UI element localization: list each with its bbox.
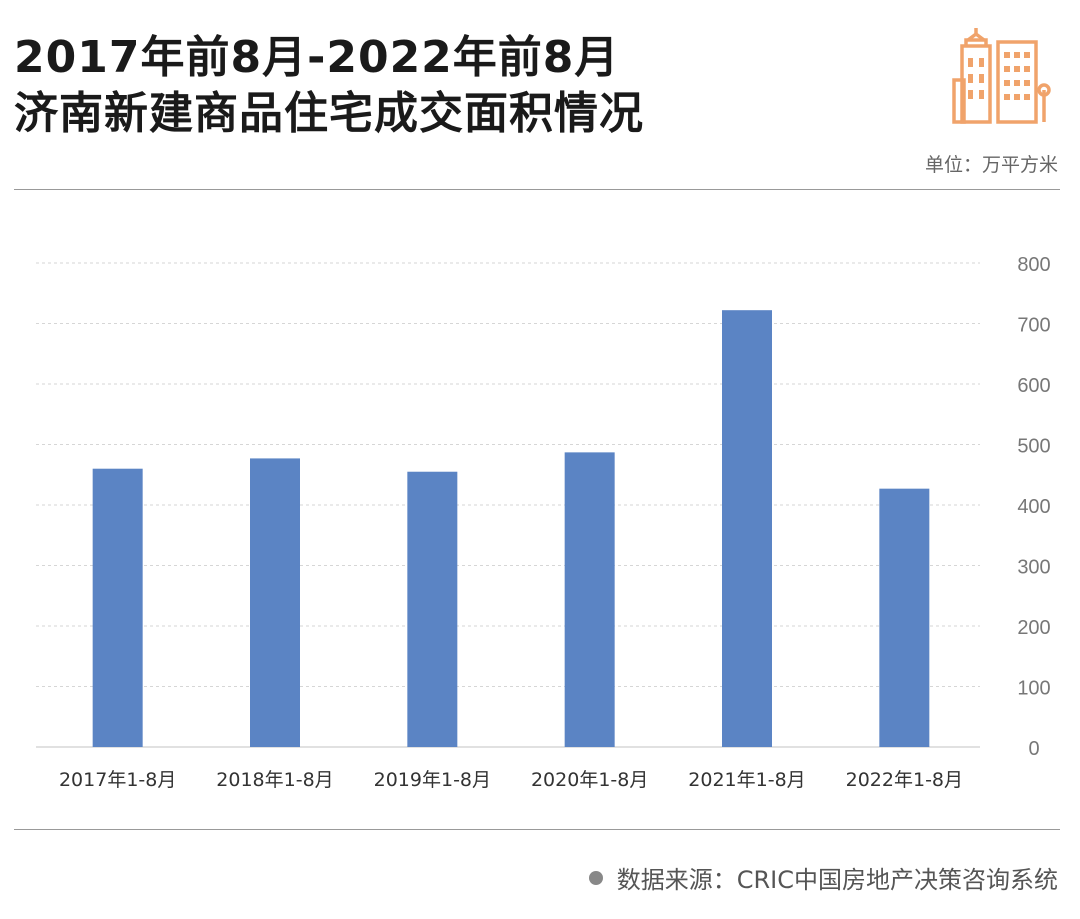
unit-label: 单位：万平方米 [924, 154, 1058, 176]
x-tick-label: 2017年1-8月 [59, 769, 176, 791]
title-line-1: 2017年前8月-2022年前8月 [14, 32, 620, 83]
y-tick-label: 200 [1017, 617, 1050, 639]
bar [564, 452, 615, 747]
top-divider [14, 189, 1060, 190]
y-tick-label: 400 [1017, 496, 1050, 518]
x-tick-label: 2018年1-8月 [216, 769, 333, 791]
bar [879, 488, 930, 747]
x-tick-label: 2021年1-8月 [688, 769, 805, 791]
bar [407, 471, 458, 747]
title-line-2: 济南新建商品住宅成交面积情况 [14, 88, 644, 139]
x-tick-label: 2019年1-8月 [374, 769, 491, 791]
y-tick-label: 0 [1028, 738, 1039, 760]
y-tick-label: 800 [1017, 254, 1050, 276]
bar [92, 468, 143, 747]
building-icon [952, 28, 1051, 124]
bottom-divider [14, 829, 1060, 830]
bar [722, 310, 772, 747]
page-title: 2017年前8月-2022年前8月 济南新建商品住宅成交面积情况 [14, 30, 644, 142]
x-tick-label: 2022年1-8月 [846, 769, 963, 791]
source-note: 数据来源：CRIC中国房地产决策咨询系统 [588, 860, 1058, 895]
y-tick-label: 300 [1017, 557, 1050, 579]
bar [250, 458, 300, 747]
bullet-dot [588, 870, 603, 885]
y-tick-label: 500 [1017, 436, 1050, 458]
y-tick-label: 600 [1017, 375, 1050, 397]
y-tick-label: 100 [1017, 678, 1050, 700]
y-tick-label: 700 [1017, 315, 1050, 337]
source-text: 数据来源：CRIC中国房地产决策咨询系统 [616, 866, 1058, 894]
x-tick-label: 2020年1-8月 [531, 769, 648, 791]
